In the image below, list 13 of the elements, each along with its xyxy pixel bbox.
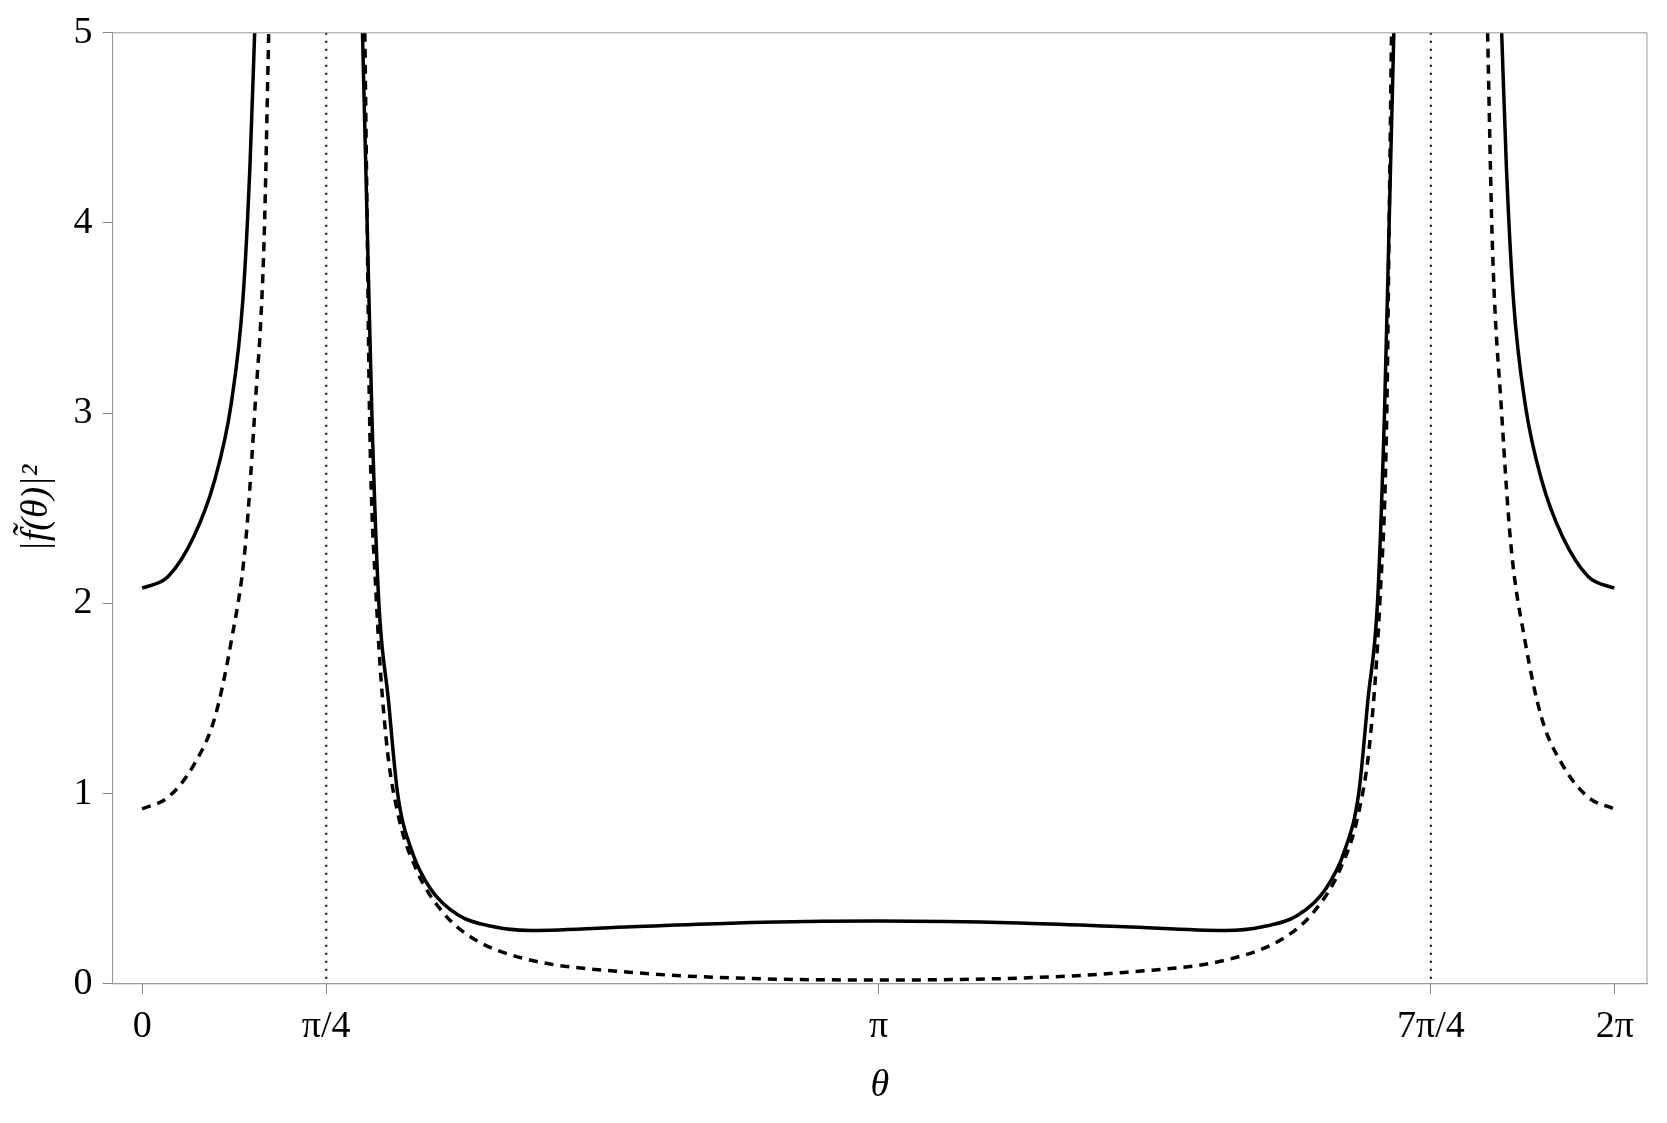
x-tick-label: π (868, 1002, 889, 1045)
y-tick-label: 2 (73, 579, 93, 622)
x-tick-label: π/4 (301, 1002, 351, 1045)
x-tick-label: 7π/4 (1396, 1002, 1465, 1045)
x-axis-title: θ (870, 1062, 890, 1105)
y-tick-label: 5 (73, 8, 93, 51)
y-tick-label: 1 (73, 769, 93, 812)
y-axis-title: |f̃(θ)|² (12, 464, 56, 552)
y-tick-label: 3 (73, 389, 93, 432)
y-tick-label: 0 (73, 959, 93, 1002)
x-tick-label: 0 (132, 1002, 152, 1045)
y-tick-label: 4 (73, 198, 93, 241)
x-tick-label: 2π (1595, 1002, 1635, 1045)
